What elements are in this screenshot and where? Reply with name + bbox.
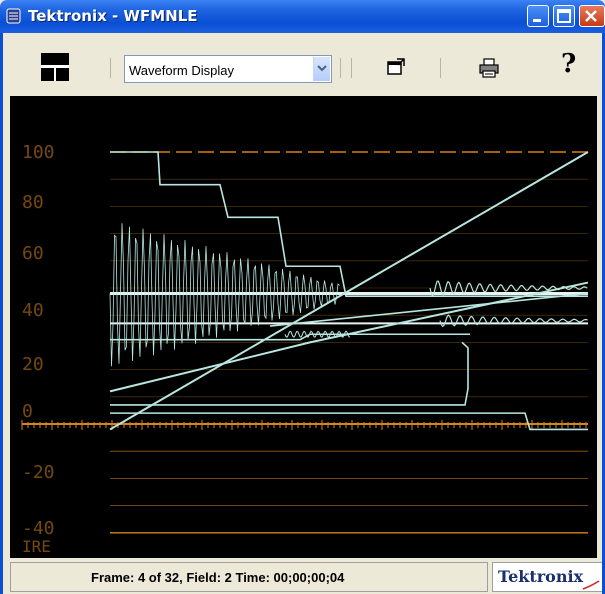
ire-axis-label: 40 [22,300,44,321]
brand-name: Tektronix [498,567,584,586]
title-bar[interactable]: Tektronix - WFMNLE [0,0,605,33]
waveform-trace-staircase [110,151,588,297]
frame-status-text: Frame: 4 of 32, Field: 2 Time: 00;00;00;… [91,570,345,585]
brand-logo: Tektronix [492,562,605,592]
printer-icon[interactable] [478,57,500,79]
ire-axis-label: -40 [22,518,55,539]
waveform-trace-low [110,412,588,431]
maximize-icon [557,9,571,23]
waveform-trace-ramp [269,292,589,327]
waveform-trace-level [110,333,470,341]
ire-axis-label: 20 [22,354,44,375]
window-border-left [0,33,3,594]
ire-axis-label: 80 [22,192,44,213]
ire-unit-label: IRE [22,537,51,556]
brand-swoosh-icon [582,580,600,590]
minimize-button[interactable] [527,5,549,27]
maximize-button[interactable] [553,5,575,27]
waveform-trace-ringing [284,330,351,338]
ire-axis-label: 0 [22,401,33,422]
display-select-value: Waveform Display [129,63,234,78]
ire-axis-label: -20 [22,462,55,483]
app-icon [6,8,21,24]
popout-window-icon[interactable] [386,57,406,77]
close-button[interactable] [579,5,605,27]
ire-axis-label: 60 [22,243,44,264]
toolbar-separator [351,58,352,78]
toolbar-separator [340,58,341,78]
minimize-icon [533,19,541,22]
close-icon [585,10,597,22]
toolbar-separator [440,58,441,78]
dropdown-arrow-button[interactable] [313,57,330,81]
waveform-trace-burst [109,223,340,367]
display-select[interactable]: Waveform Display [124,55,332,83]
help-icon[interactable]: ? [561,49,577,79]
status-bar: Frame: 4 of 32, Field: 2 Time: 00;00;00;… [10,562,488,592]
waveform-trace-ringing [439,314,588,328]
waveform-trace-ramp [109,151,589,431]
layout-grid-icon[interactable] [40,52,70,82]
toolbar-separator [110,58,111,78]
ire-axis-label: 100 [22,142,55,163]
waveform-trace-ringing [429,280,588,297]
waveform-trace-step [110,341,469,406]
window-title: Tektronix - WFMNLE [28,7,198,25]
chevron-down-icon [317,65,327,72]
window-border-right [602,33,605,594]
